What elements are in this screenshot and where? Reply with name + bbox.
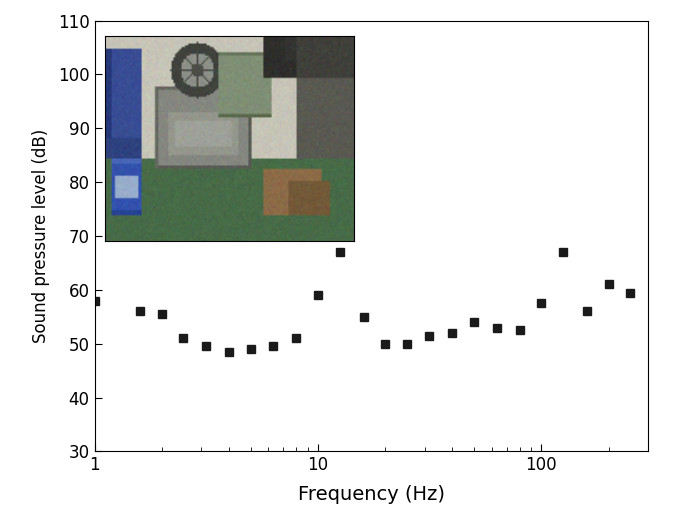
X-axis label: Frequency (Hz): Frequency (Hz) <box>298 485 445 504</box>
Y-axis label: Sound pressure level (dB): Sound pressure level (dB) <box>32 129 49 343</box>
